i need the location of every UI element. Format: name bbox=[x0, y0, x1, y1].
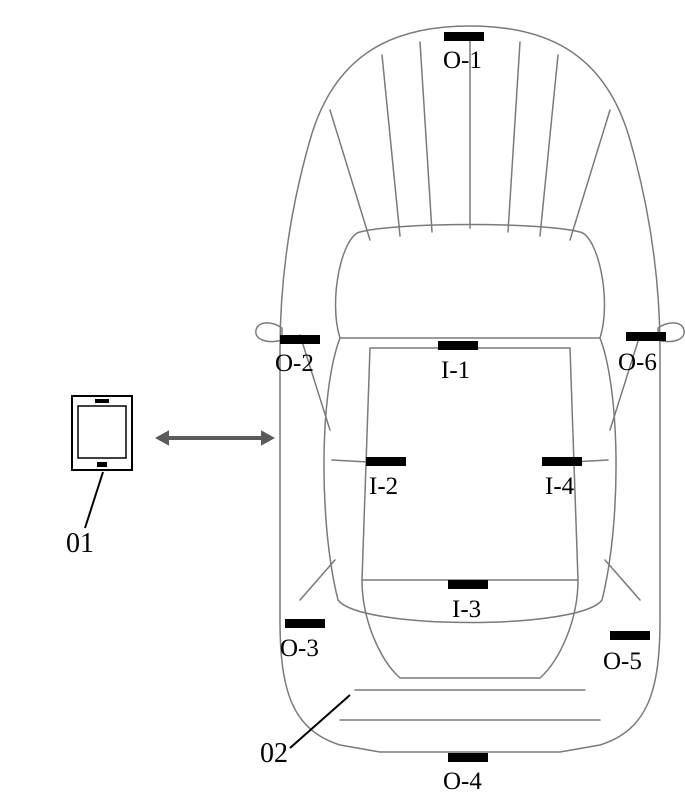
sensor-label-i-1: I-1 bbox=[441, 357, 470, 385]
sensor-i-3 bbox=[448, 580, 488, 589]
sensor-label-o-6: O-6 bbox=[618, 349, 657, 377]
sensor-label-i-4: I-4 bbox=[545, 473, 574, 501]
diagram-stage: O-1 O-2 O-6 I-1 I-2 I-4 I-3 O-3 O-5 O-4 01 02 bbox=[0, 0, 685, 808]
sensor-i-1 bbox=[438, 341, 478, 350]
sensor-label-o-5: O-5 bbox=[603, 648, 642, 676]
callout-label-02: 02 bbox=[260, 738, 288, 770]
callout-label-01: 01 bbox=[66, 528, 94, 560]
sensor-o-2 bbox=[280, 335, 320, 344]
sensor-o-5 bbox=[610, 631, 650, 640]
sensor-o-6 bbox=[626, 332, 666, 341]
sensor-label-o-1: O-1 bbox=[443, 47, 482, 75]
sensor-label-o-4: O-4 bbox=[443, 768, 482, 796]
sensor-label-i-2: I-2 bbox=[369, 473, 398, 501]
sensor-label-o-3: O-3 bbox=[280, 635, 319, 663]
sensor-i-2 bbox=[366, 457, 406, 466]
sensor-o-4 bbox=[448, 753, 488, 762]
sensor-o-1 bbox=[444, 32, 484, 41]
sensor-label-o-2: O-2 bbox=[275, 350, 314, 378]
sensor-i-4 bbox=[542, 457, 582, 466]
callout-lines bbox=[0, 0, 685, 808]
sensor-label-i-3: I-3 bbox=[452, 596, 481, 624]
sensor-o-3 bbox=[285, 619, 325, 628]
